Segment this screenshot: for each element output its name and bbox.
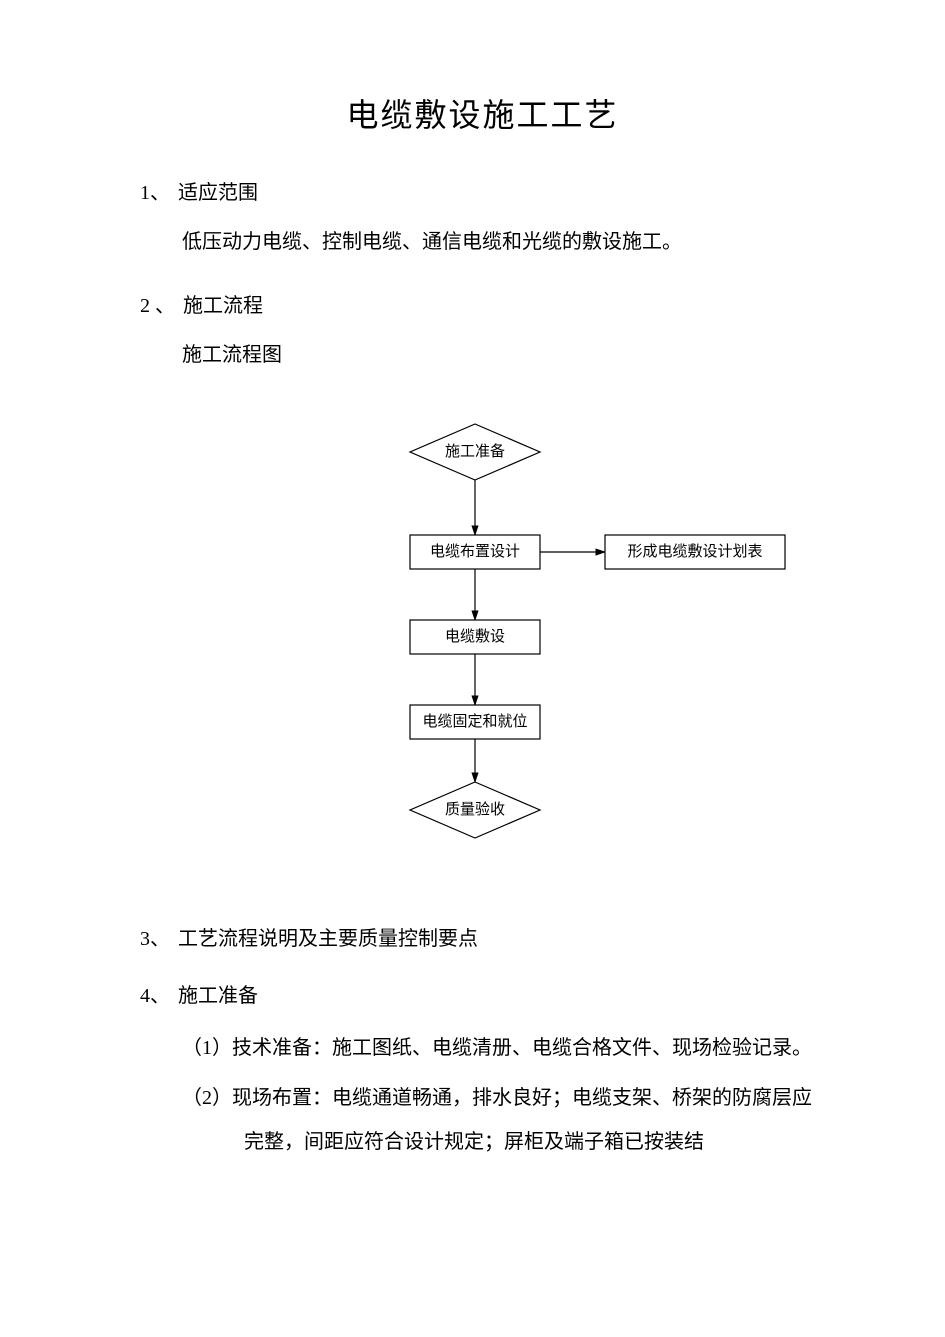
section-2-heading: 2 、施工流程 — [140, 289, 825, 318]
section-1-heading: 1、适应范围 — [140, 176, 825, 205]
section-4-item-2: （2）现场布置：电缆通道畅通，排水良好；电缆支架、桥架的防腐层应完整，间距应符合… — [182, 1076, 825, 1164]
section-4-heading: 4、施工准备 — [140, 979, 825, 1008]
section-1-label: 适应范围 — [178, 182, 258, 204]
section-3-label: 工艺流程说明及主要质量控制要点 — [178, 928, 478, 950]
section-4-item-1: （1）技术准备：施工图纸、电缆清册、电缆合格文件、现场检验记录。 — [182, 1026, 825, 1070]
document-page: 电缆敷设施工工艺 1、适应范围 低压动力电缆、控制电缆、通信电缆和光缆的敷设施工… — [0, 0, 945, 1210]
section-4-label: 施工准备 — [178, 985, 258, 1007]
flow-node-label: 电缆敷设 — [445, 627, 505, 645]
section-3-heading: 3、工艺流程说明及主要质量控制要点 — [140, 922, 825, 951]
section-3-number: 3、 — [140, 928, 170, 950]
section-1-number: 1、 — [140, 182, 170, 204]
page-title: 电缆敷设施工工艺 — [140, 90, 825, 136]
section-4-number: 4、 — [140, 985, 170, 1007]
flow-node-label: 电缆固定和就位 — [422, 713, 527, 730]
section-1-body: 低压动力电缆、控制电缆、通信电缆和光缆的敷设施工。 — [182, 223, 825, 261]
section-4-item-2-text: （2）现场布置：电缆通道畅通，排水良好；电缆支架、桥架的防腐层应完整，间距应符合… — [182, 1076, 825, 1164]
flow-node-label: 电缆布置设计 — [430, 543, 520, 560]
section-4-item-1-text: （1）技术准备：施工图纸、电缆清册、电缆合格文件、现场检验记录。 — [182, 1026, 825, 1070]
section-2-number: 2 、 — [140, 295, 175, 317]
section-2-label: 施工流程 — [183, 295, 263, 317]
flowchart-container: 施工准备电缆布置设计 形成电缆敷设计划表电缆敷设电缆固定和就位质量验收 — [140, 402, 825, 862]
flow-node-label: 形成电缆敷设计划表 — [627, 542, 762, 560]
section-2-body: 施工流程图 — [182, 336, 825, 374]
flowchart-svg: 施工准备电缆布置设计 形成电缆敷设计划表电缆敷设电缆固定和就位质量验收 — [140, 402, 840, 862]
flow-node-label: 质量验收 — [445, 801, 505, 818]
flow-node-label: 施工准备 — [445, 443, 505, 460]
